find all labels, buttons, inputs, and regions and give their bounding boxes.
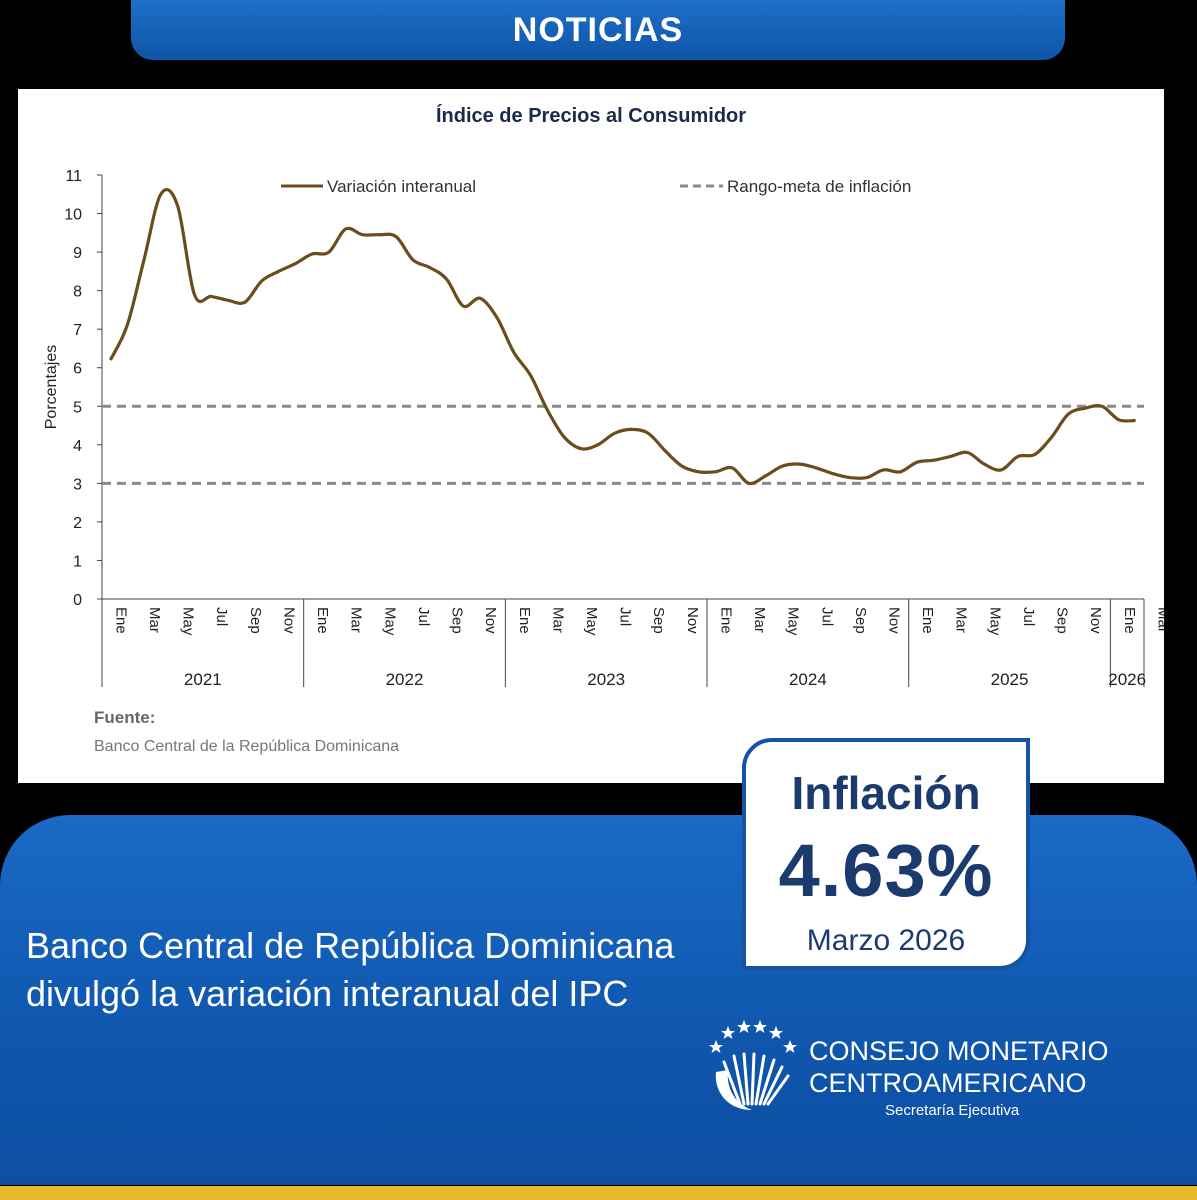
x-year-label: 2024 [789,670,827,689]
y-tick-label: 6 [73,361,82,378]
x-tick-label: Mar [348,607,365,633]
x-tick-label: Mar [146,607,163,633]
ipc-chart: Índice de Precios al Consumidor Variació… [43,104,1164,755]
x-tick-label: Jul [213,607,230,626]
x-tick-label: May [785,607,802,636]
x-year-label: 2025 [991,670,1029,689]
chart-panel: Índice de Precios al Consumidor Variació… [18,89,1164,783]
cmca-emblem-icon [709,1020,797,1110]
x-tick-label: Nov [886,607,903,634]
x-tick-label: May [180,607,197,636]
x-year-label: 2023 [587,670,625,689]
logo-line-2: CENTROAMERICANO [809,1068,1087,1098]
y-tick-label: 4 [73,438,82,455]
header-title: NOTICIAS [512,10,684,49]
x-tick-label: Nov [1087,607,1104,634]
y-tick-label: 11 [65,168,82,185]
x-year-label: 2022 [386,670,424,689]
source-label: Fuente: [94,708,155,727]
y-tick-label: 5 [73,399,82,416]
x-tick-label: Ene [717,607,734,634]
x-tick-label: Mar [1154,607,1164,633]
headline-line-1: Banco Central de República Dominicana [26,925,675,966]
header-tab: NOTICIAS [131,0,1065,60]
x-tick-label: May [583,607,600,636]
x-tick-label: Nov [482,607,499,634]
x-tick-label: Jul [818,607,835,626]
y-tick-label: 9 [73,245,82,262]
x-year-label: 2021 [184,670,222,689]
headline: Banco Central de República Dominicana di… [26,922,674,1018]
x-tick-label: May [986,607,1003,636]
x-tick-label: Jul [415,607,432,626]
x-tick-label: Sep [449,607,466,634]
x-tick-label: Mar [751,607,768,633]
y-tick-label: 2 [73,515,82,532]
y-tick-label: 7 [73,322,82,339]
x-tick-label: Mar [953,607,970,633]
badge-value: 4.63% [778,829,994,912]
headline-line-2: divulgó la variación interanual del IPC [26,973,629,1014]
legend-series-label: Variación interanual [327,177,476,196]
y-axis-label: Porcentajes [43,345,60,430]
y-tick-label: 3 [73,476,82,493]
x-year-label: 2026 [1108,670,1146,689]
inflation-badge: Inflación 4.63% Marzo 2026 [742,738,1030,970]
x-tick-label: Mar [549,607,566,633]
series-line-variacion-interanual [108,188,1136,486]
cmca-logo: CONSEJO MONETARIO CENTROAMERICANO Secret… [702,1012,1109,1122]
x-tick-label: Ene [516,607,533,634]
x-tick-label: Sep [1054,607,1071,634]
x-tick-label: Ene [1121,607,1138,634]
x-tick-label: May [381,607,398,636]
badge-title: Inflación [791,767,981,819]
x-tick-label: Nov [684,607,701,634]
x-tick-label: Jul [1020,607,1037,626]
gold-bar [0,1186,1197,1200]
chart-title: Índice de Precios al Consumidor [436,104,746,127]
x-tick-label: Ene [919,607,936,634]
x-tick-label: Ene [112,607,129,634]
x-tick-label: Jul [617,607,634,626]
legend-range-label: Rango-meta de inflación [727,177,911,196]
logo-line-3: Secretaría Ejecutiva [885,1102,1020,1119]
x-tick-label: Sep [650,607,667,634]
logo-line-1: CONSEJO MONETARIO [809,1036,1109,1066]
source-text: Banco Central de la República Dominicana [94,738,399,755]
badge-period: Marzo 2026 [806,924,966,957]
y-tick-label: 10 [64,207,82,224]
x-tick-label: Nov [280,607,297,634]
x-tick-label: Sep [247,607,264,634]
y-tick-label: 8 [73,284,82,301]
y-tick-label: 0 [73,592,82,609]
y-tick-label: 1 [73,553,82,570]
x-tick-label: Sep [852,607,869,634]
x-tick-label: Ene [314,607,331,634]
